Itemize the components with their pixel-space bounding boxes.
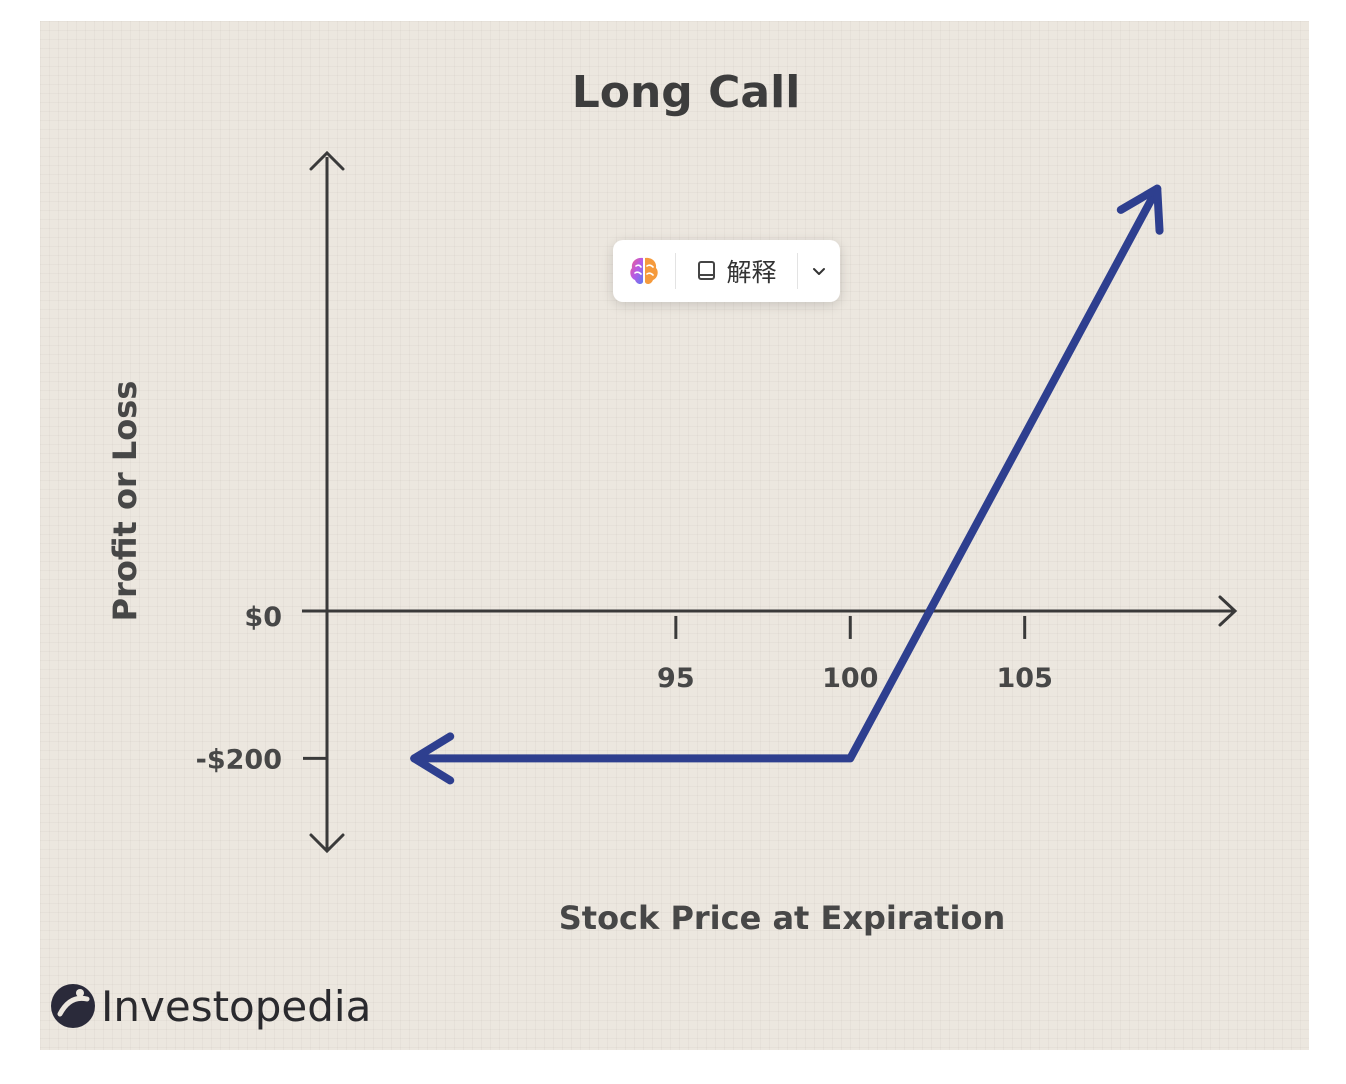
- x-axis-label: Stock Price at Expiration: [559, 899, 1006, 937]
- x-ticks: 95 100 105: [657, 615, 1053, 694]
- chevron-down-icon: [813, 268, 825, 275]
- y-axis-label: Profit or Loss: [106, 381, 144, 622]
- ai-assistant-button[interactable]: [613, 240, 675, 302]
- x-tick-label: 105: [997, 663, 1053, 694]
- x-axis: [302, 595, 1238, 627]
- chart-title: Long Call: [572, 67, 801, 118]
- explain-button[interactable]: 解释: [676, 240, 797, 302]
- more-options-button[interactable]: [798, 240, 840, 302]
- y-tick-label: $0: [244, 602, 282, 633]
- x-tick-label: 100: [822, 663, 878, 694]
- investopedia-logo-icon: [51, 984, 95, 1028]
- series-layer: [410, 184, 1164, 785]
- arrowhead: [410, 732, 455, 785]
- explain-label: 解释: [726, 258, 777, 287]
- explain-toolbar: 解释: [613, 240, 840, 302]
- arrowhead: [1116, 184, 1164, 235]
- chart-svg: Long Call 95 100 105 $0 -$200 Profit or Los…: [51, 67, 1238, 1031]
- brain-icon: [630, 257, 658, 285]
- toolbar-separator: [675, 253, 676, 289]
- book-icon: [698, 261, 716, 280]
- chart-panel: Long Call 95 100 105 $0 -$200 Profit or Los…: [40, 21, 1309, 1050]
- brand-logo: Investopedia: [51, 982, 371, 1031]
- y-axis: [309, 150, 345, 854]
- brand-name: Investopedia: [101, 982, 371, 1031]
- x-tick-label: 95: [657, 663, 695, 694]
- toolbar-separator: [797, 253, 798, 289]
- y-ticks: $0 -$200: [196, 602, 327, 775]
- y-tick-label: -$200: [196, 744, 282, 775]
- payoff-line: [410, 184, 1162, 763]
